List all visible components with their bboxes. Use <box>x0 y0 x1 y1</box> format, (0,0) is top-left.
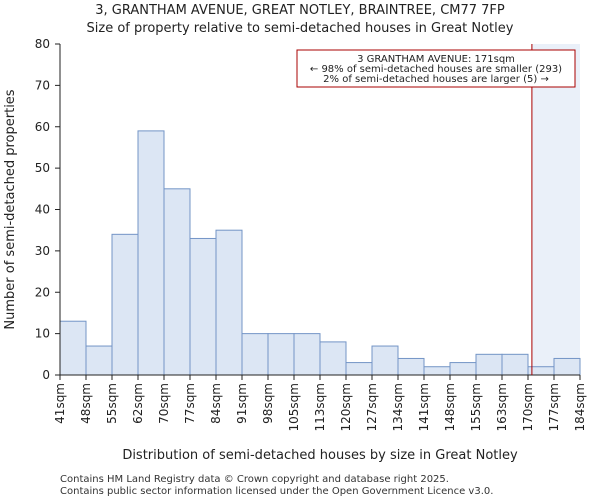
chart-title-line1: 3, GRANTHAM AVENUE, GREAT NOTLEY, BRAINT… <box>95 3 505 18</box>
bar <box>397 357 425 376</box>
x-tick-label: 177sqm <box>547 383 561 431</box>
shaded-region-rect <box>531 44 580 375</box>
right-shaded-region <box>531 44 580 375</box>
x-tick-label: 55sqm <box>105 383 119 424</box>
x-tick-label: 62sqm <box>131 383 145 424</box>
x-tick-label: 113sqm <box>313 383 327 431</box>
bar <box>111 233 139 376</box>
bar <box>475 353 503 376</box>
x-tick-label: 41sqm <box>53 383 67 424</box>
footer-line2: Contains public sector information licen… <box>60 486 493 497</box>
y-axis-label: Number of semi-detached properties <box>3 89 18 329</box>
x-tick-label: 141sqm <box>417 383 431 431</box>
x-tick-label: 77sqm <box>183 383 197 424</box>
y-ticks-group: 0 10 20 30 40 50 60 70 80 <box>35 37 60 382</box>
y-tick-label: 70 <box>35 78 50 92</box>
bar <box>501 353 529 376</box>
bar <box>189 237 217 376</box>
bar <box>267 333 295 376</box>
y-tick-label: 50 <box>35 161 50 175</box>
x-tick-label: 155sqm <box>469 383 483 431</box>
bar <box>319 341 347 376</box>
bar <box>59 320 87 376</box>
bar <box>137 130 165 376</box>
y-tick-label: 0 <box>42 368 50 382</box>
annotation-line1: 3 GRANTHAM AVENUE: 171sqm <box>357 54 515 65</box>
x-tick-label: 134sqm <box>391 383 405 431</box>
y-tick-label: 80 <box>35 37 50 51</box>
x-tick-label: 170sqm <box>521 383 535 431</box>
x-tick-label: 48sqm <box>79 383 93 424</box>
x-tick-label: 84sqm <box>209 383 223 424</box>
x-tick-label: 163sqm <box>495 383 509 431</box>
x-tick-label: 184sqm <box>573 383 587 431</box>
x-tick-label: 120sqm <box>339 383 353 431</box>
bar <box>215 229 243 376</box>
x-tick-label: 91sqm <box>235 383 249 424</box>
bar <box>345 362 373 376</box>
x-tick-label: 98sqm <box>261 383 275 424</box>
bar <box>241 333 269 376</box>
annotation-box: 3 GRANTHAM AVENUE: 171sqm ← 98% of semi-… <box>296 49 576 88</box>
bar <box>163 188 191 376</box>
annotation-line2: ← 98% of semi-detached houses are smalle… <box>310 64 562 75</box>
bar <box>85 345 113 376</box>
bar <box>293 333 321 376</box>
x-tick-label: 105sqm <box>287 383 301 431</box>
y-tick-label: 30 <box>35 244 50 258</box>
y-tick-label: 10 <box>35 327 50 341</box>
chart-title-line2: Size of property relative to semi-detach… <box>87 21 514 36</box>
bars-group <box>59 130 581 376</box>
x-ticks-group: 41sqm 48sqm 55sqm 62sqm 70sqm 77sqm 84sqm 91sqm… <box>53 375 587 431</box>
y-tick-label: 20 <box>35 285 50 299</box>
y-tick-label: 40 <box>35 203 50 217</box>
x-axis-label: Distribution of semi-detached houses by … <box>122 448 518 463</box>
bar <box>449 362 477 376</box>
bar <box>423 366 451 376</box>
y-tick-label: 60 <box>35 120 50 134</box>
annotation-line3: 2% of semi-detached houses are larger (5… <box>323 74 549 85</box>
x-tick-label: 70sqm <box>157 383 171 424</box>
x-tick-label: 148sqm <box>443 383 457 431</box>
bar <box>371 345 399 376</box>
bar <box>553 357 581 376</box>
annotation-border <box>296 49 576 88</box>
x-tick-label: 127sqm <box>365 383 379 431</box>
footer-line1: Contains HM Land Registry data © Crown c… <box>60 474 449 485</box>
